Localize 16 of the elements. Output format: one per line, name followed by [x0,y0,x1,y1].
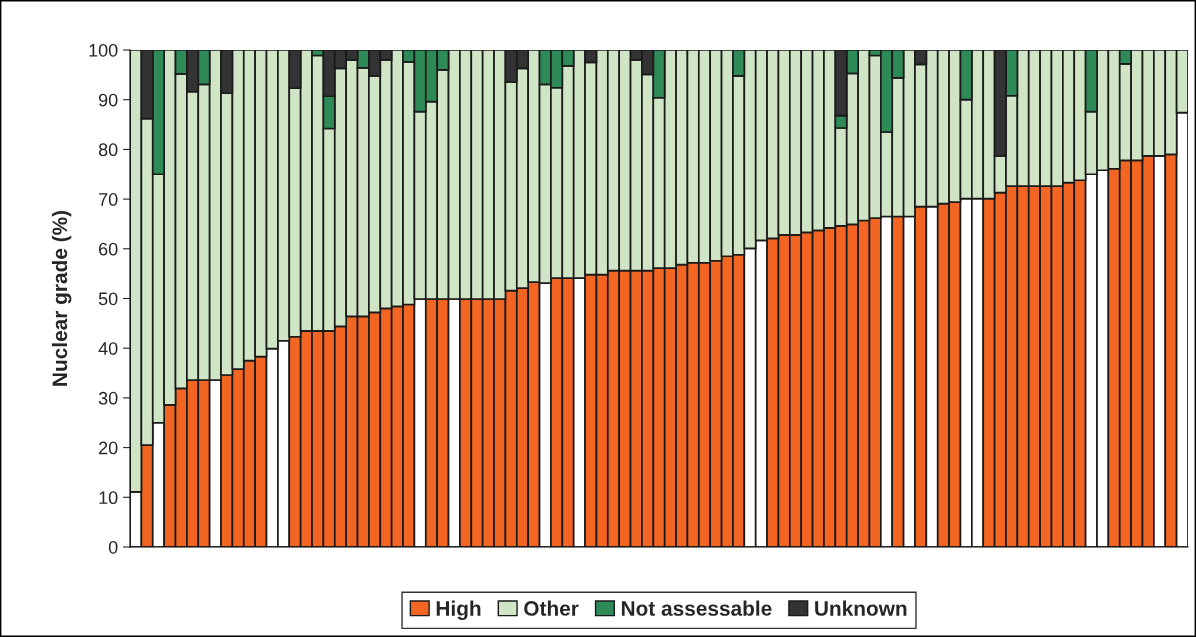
y-tick-label: 80 [98,143,118,157]
y-tick-label: 50 [98,292,118,306]
y-tick-label: 60 [99,242,118,256]
legend-label: Other [524,600,579,616]
y-tick-label: 100 [89,43,118,57]
y-tick-label: 10 [99,491,118,505]
y-tick-label: 90 [98,93,118,107]
y-tick-label: 0 [108,540,118,554]
y-axis-title: Nuclear grade (%) [51,210,72,386]
legend-label: Not assessable [621,600,772,616]
legend-label: Unknown [815,600,907,616]
y-tick-label: 70 [99,193,118,206]
y-tick-label: 30 [98,391,118,405]
y-tick-label: 20 [99,441,118,455]
y-tick-label: 40 [98,342,118,355]
legend-label: High [436,600,481,621]
